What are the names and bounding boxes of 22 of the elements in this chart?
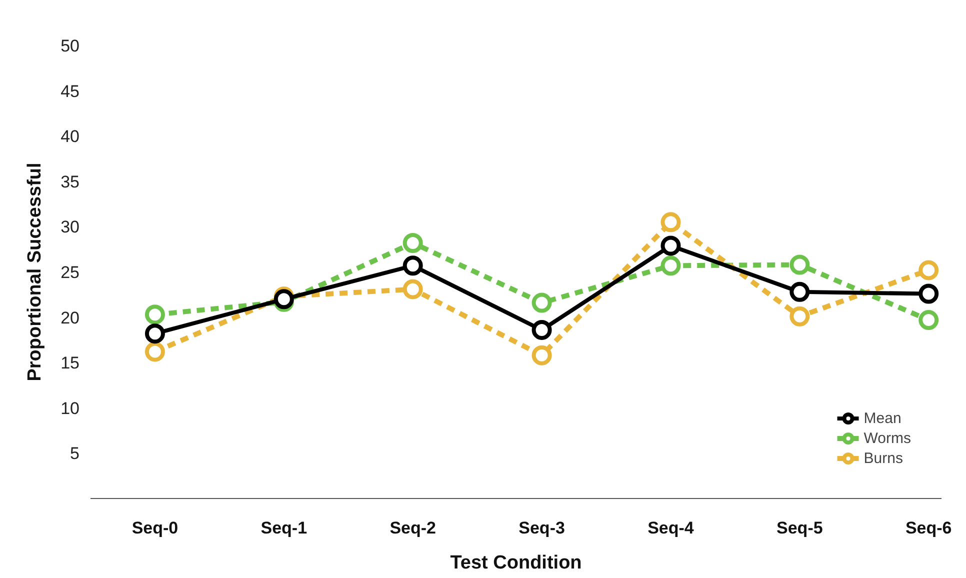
- x-tick-label: Seq-0: [132, 518, 178, 538]
- x-tick-label: Seq-5: [776, 518, 823, 538]
- y-tick-label: 15: [60, 354, 80, 373]
- y-tick-label: 50: [60, 36, 80, 56]
- x-tick-label: Seq-3: [518, 518, 565, 538]
- y-tick-label: 45: [60, 82, 80, 101]
- y-axis-title: Proportional Successful: [24, 162, 46, 382]
- y-tick-label: 5: [70, 444, 80, 464]
- y-tick-label: 10: [60, 398, 80, 418]
- x-tick-label: Seq-1: [260, 518, 308, 538]
- y-tick-label: 40: [60, 127, 80, 146]
- x-tick-label: Seq-2: [390, 518, 436, 538]
- y-tick-label: 25: [60, 263, 80, 282]
- x-tick-label: Seq-4: [648, 518, 694, 538]
- legend-label: Mean: [864, 410, 902, 426]
- legend-label: Burns: [864, 450, 903, 466]
- y-tick-label: 35: [60, 172, 80, 192]
- y-tick-label: 20: [60, 308, 80, 328]
- y-tick-label: 30: [60, 218, 80, 237]
- x-tick-label: Seq-6: [905, 518, 952, 538]
- x-axis-title: Test Condition: [450, 552, 582, 574]
- legend-label: Worms: [864, 430, 911, 446]
